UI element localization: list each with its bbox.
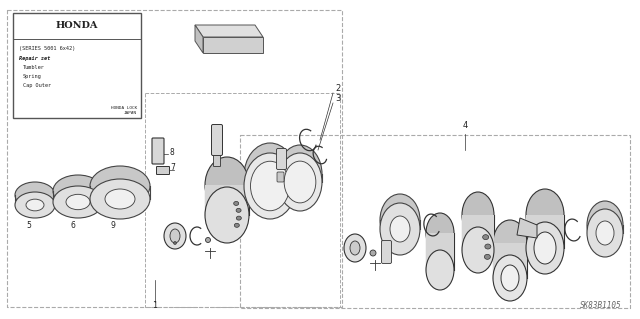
Text: 5: 5 [27, 221, 31, 230]
Text: 4: 4 [462, 121, 468, 130]
Ellipse shape [15, 182, 55, 208]
FancyBboxPatch shape [157, 167, 170, 174]
Polygon shape [195, 25, 263, 37]
FancyBboxPatch shape [205, 185, 249, 215]
Ellipse shape [164, 223, 186, 249]
Text: 9: 9 [111, 221, 115, 230]
Bar [526, 215, 564, 248]
Ellipse shape [380, 203, 420, 255]
Ellipse shape [236, 208, 241, 212]
Ellipse shape [485, 244, 491, 249]
Text: (SERIES 5001 6x42): (SERIES 5001 6x42) [19, 46, 75, 51]
Ellipse shape [596, 221, 614, 245]
Ellipse shape [493, 255, 527, 301]
Ellipse shape [205, 238, 211, 242]
Ellipse shape [462, 192, 494, 238]
Ellipse shape [236, 216, 241, 220]
Text: HONDA: HONDA [56, 21, 98, 30]
Ellipse shape [15, 192, 55, 218]
Ellipse shape [278, 153, 322, 211]
Ellipse shape [105, 189, 135, 209]
Bar [462, 215, 494, 250]
Ellipse shape [90, 179, 150, 219]
Ellipse shape [370, 250, 376, 256]
Ellipse shape [66, 194, 90, 210]
Ellipse shape [483, 235, 489, 240]
Ellipse shape [234, 201, 239, 205]
Ellipse shape [234, 223, 239, 227]
Ellipse shape [426, 250, 454, 290]
Ellipse shape [350, 241, 360, 255]
Ellipse shape [26, 199, 44, 211]
Polygon shape [195, 25, 203, 53]
Bar [493, 243, 527, 278]
Text: 7: 7 [170, 163, 175, 172]
Ellipse shape [526, 222, 564, 274]
Text: Tumbler: Tumbler [23, 65, 45, 70]
Ellipse shape [587, 209, 623, 257]
Ellipse shape [205, 157, 249, 213]
Ellipse shape [278, 145, 322, 203]
Ellipse shape [484, 254, 490, 259]
Ellipse shape [90, 166, 150, 206]
FancyBboxPatch shape [277, 172, 284, 182]
Bar [426, 233, 454, 270]
Text: SK83B1105: SK83B1105 [580, 301, 622, 310]
FancyBboxPatch shape [152, 138, 164, 164]
Ellipse shape [173, 241, 177, 244]
Text: 3: 3 [335, 94, 340, 103]
Ellipse shape [205, 187, 249, 243]
Text: HONDA LOCK
JAPAN: HONDA LOCK JAPAN [111, 107, 137, 115]
Text: 1: 1 [152, 301, 157, 310]
FancyBboxPatch shape [276, 149, 287, 169]
Ellipse shape [170, 229, 180, 243]
Text: Cap Outer: Cap Outer [23, 83, 51, 88]
Ellipse shape [344, 234, 366, 262]
Ellipse shape [493, 220, 527, 266]
Ellipse shape [53, 186, 103, 218]
Ellipse shape [244, 143, 296, 209]
Text: Spring: Spring [23, 74, 42, 79]
Ellipse shape [244, 153, 296, 219]
Ellipse shape [587, 201, 623, 249]
Ellipse shape [426, 213, 454, 253]
Ellipse shape [284, 161, 316, 203]
FancyBboxPatch shape [214, 155, 221, 167]
FancyBboxPatch shape [381, 241, 392, 263]
Ellipse shape [534, 232, 556, 264]
Ellipse shape [250, 161, 289, 211]
Polygon shape [517, 218, 537, 238]
Ellipse shape [501, 265, 519, 291]
Ellipse shape [526, 189, 564, 241]
Text: Repair set: Repair set [19, 56, 50, 61]
FancyBboxPatch shape [211, 124, 223, 155]
Ellipse shape [390, 216, 410, 242]
Text: 2: 2 [335, 84, 340, 93]
Ellipse shape [380, 194, 420, 246]
Ellipse shape [462, 227, 494, 273]
Polygon shape [203, 37, 263, 53]
Text: 6: 6 [70, 221, 76, 230]
Text: 8: 8 [170, 148, 175, 157]
Ellipse shape [53, 175, 103, 207]
